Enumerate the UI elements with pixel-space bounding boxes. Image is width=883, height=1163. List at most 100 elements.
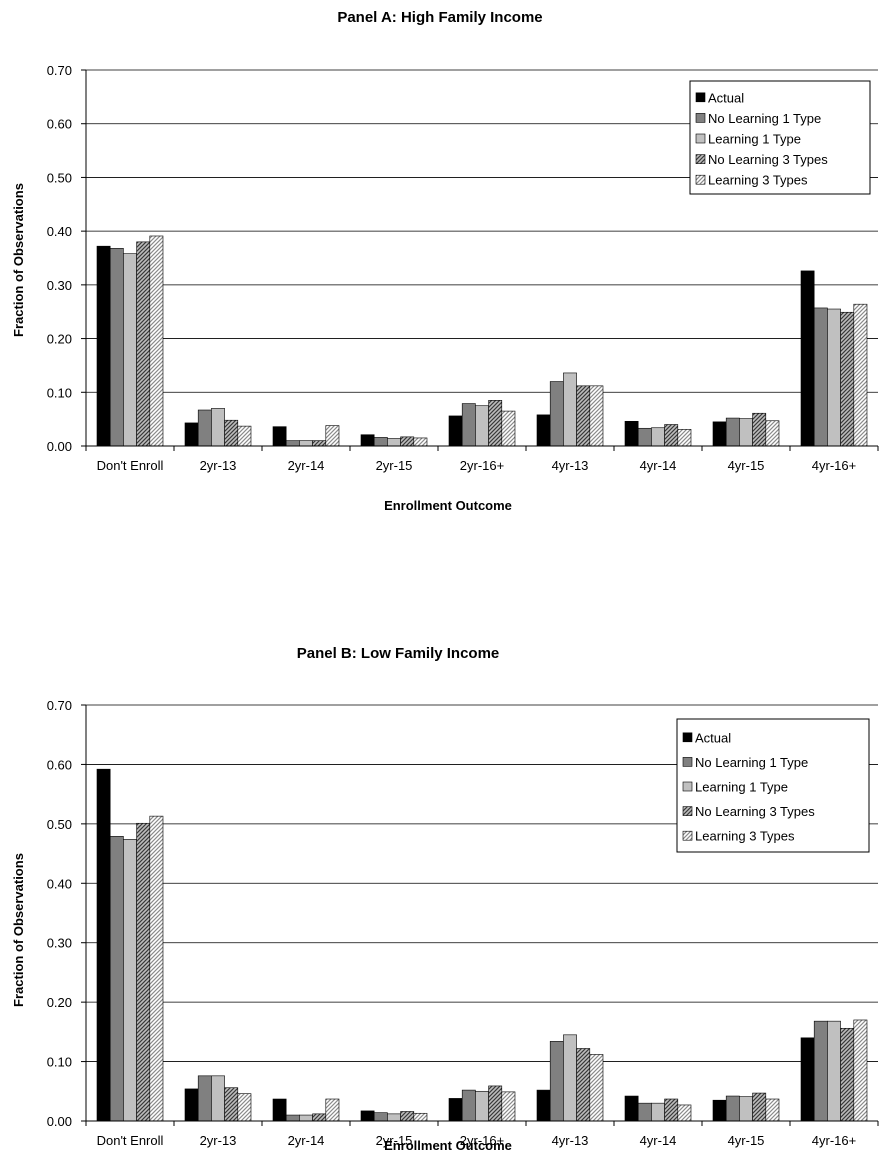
bar-actual-4yr-15 [712,1099,727,1122]
legend-swatch-no-learning-3-types [682,806,693,816]
legend-label-actual: Actual [708,90,744,105]
bar-no-learning-3-types-4yr-15 [752,412,767,447]
y-tick-label: 0.20 [47,332,72,347]
legend-box [676,718,870,853]
legend-swatch-actual [682,732,693,743]
y-tick-label: 0.40 [47,224,72,239]
bar-learning-3-types-2yr-16 [501,1091,516,1122]
legend-label-learning-1-type: Learning 1 Type [708,132,801,147]
bar-learning-1-type-2yr-13 [211,1075,225,1122]
y-tick-label: 0.00 [47,439,72,454]
x-tick-label: 2yr-14 [288,458,325,473]
legend-label-learning-3-types: Learning 3 Types [708,173,808,188]
bar-no-learning-3-types-4yr-13 [576,1048,591,1122]
bar-no-learning-3-types-4yr-15 [752,1092,767,1122]
bar-learning-3-types-don-t-enroll [149,815,164,1122]
bar-learning-3-types-2yr-13 [237,425,252,447]
bar-learning-3-types-2yr-13 [237,1093,252,1122]
panel-a-x-axis-title: Enrollment Outcome [384,498,512,513]
bar-actual-4yr-13 [536,414,551,447]
bar-no-learning-3-types-4yr-14 [664,1098,679,1122]
panel-b-chart: Panel B: Low Family Income 0.00 0.10 0.20 0… [0,630,883,1158]
bar-learning-3-types-4yr-15 [765,420,780,447]
x-tick-label: 2yr-14 [288,1133,325,1148]
x-tick-label: 4yr-16+ [812,458,856,473]
bar-no-learning-1-type-4yr-13 [549,1041,564,1122]
panel-b-title: Panel B: Low Family Income [297,645,500,662]
legend-swatch-no-learning-1-type [695,113,706,123]
x-tick-label: 4yr-14 [640,1133,677,1148]
bar-learning-3-types-4yr-13 [589,1054,604,1122]
legend-label-no-learning-1-type: No Learning 1 Type [695,755,808,770]
bar-learning-3-types-don-t-enroll [149,235,164,447]
bar-learning-1-type-2yr-16 [475,1090,489,1122]
bar-actual-2yr-16 [448,1098,463,1122]
panel-b-legend: Actual No Learning 1 Type Learning 1 Type N… [676,718,870,853]
panel-b-x-axis-title: Enrollment Outcome [384,1138,512,1153]
bar-learning-1-type-4yr-13 [563,372,577,447]
bar-no-learning-3-types-4yr-14 [664,424,679,447]
bar-no-learning-3-types-2yr-15 [400,436,415,447]
x-tick-label: 4yr-13 [552,1133,589,1148]
bar-no-learning-1-type-don-t-enroll [109,248,124,447]
bar-no-learning-3-types-4yr-13 [576,385,591,447]
bar-no-learning-3-types-2yr-14 [312,1113,327,1122]
y-tick-label: 0.70 [47,698,72,713]
bar-no-learning-3-types-4yr-16 [840,311,855,447]
bar-no-learning-3-types-2yr-16 [488,400,503,447]
bar-no-learning-1-type-2yr-13 [197,1075,212,1122]
y-tick-label: 0.70 [47,63,72,78]
bar-learning-1-type-don-t-enroll [123,839,137,1122]
y-tick-label: 0.10 [47,1055,72,1070]
panel-a-chart: Panel A: High Family Income 0.00 0.10 0.20… [0,0,883,560]
bar-no-learning-1-type-4yr-15 [725,417,740,447]
bar-no-learning-1-type-4yr-15 [725,1095,740,1122]
x-tick-label: 2yr-15 [376,458,413,473]
panel-b-plot-area: 0.00 0.10 0.20 0.30 0.40 0.50 0.60 0.70 Don't En… [47,698,879,1148]
bar-actual-4yr-14 [624,420,639,447]
x-tick-label: Don't Enroll [97,1133,164,1148]
bar-actual-4yr-16 [800,270,815,447]
bar-learning-3-types-4yr-15 [765,1098,780,1122]
panel-a-plot-area: 0.00 0.10 0.20 0.30 0.40 0.50 0.60 0.70 Don't En… [47,63,879,473]
panel-a-svg: Panel A: High Family Income 0.00 0.10 0.20… [11,9,879,513]
bar-learning-3-types-4yr-16 [853,1019,868,1122]
legend-swatch-learning-3-types [682,830,693,841]
legend-swatch-learning-3-types [695,174,706,185]
bar-learning-1-type-2yr-15 [387,438,401,447]
x-tick-label: 2yr-13 [200,1133,237,1148]
legend-label-no-learning-1-type: No Learning 1 Type [708,111,821,126]
bar-actual-4yr-13 [536,1089,551,1122]
bar-learning-3-types-2yr-14 [325,1098,340,1122]
y-tick-label: 0.30 [47,278,72,293]
bar-learning-1-type-4yr-13 [563,1034,577,1122]
bar-no-learning-1-type-4yr-14 [637,427,652,447]
bar-no-learning-1-type-2yr-15 [373,1112,388,1122]
bar-learning-3-types-4yr-13 [589,385,604,447]
legend-label-no-learning-3-types: No Learning 3 Types [708,152,828,167]
y-tick-label: 0.60 [47,117,72,132]
legend-label-no-learning-3-types: No Learning 3 Types [695,804,815,819]
bar-learning-3-types-4yr-16 [853,303,868,447]
bar-actual-2yr-14 [272,426,287,447]
panel-a-title: Panel A: High Family Income [337,9,542,26]
y-tick-label: 0.50 [47,170,72,185]
bar-learning-1-type-4yr-16 [827,308,841,447]
bar-actual-2yr-15 [360,434,375,447]
x-tick-label: Don't Enroll [97,458,164,473]
x-tick-label: 4yr-14 [640,458,677,473]
bar-learning-1-type-2yr-16 [475,405,489,447]
x-tick-label: 4yr-16+ [812,1133,856,1148]
bar-learning-1-type-4yr-14 [651,427,665,447]
bar-learning-3-types-2yr-15 [413,437,428,447]
bar-learning-1-type-4yr-14 [651,1102,665,1122]
bar-learning-1-type-2yr-13 [211,408,225,447]
bar-learning-1-type-2yr-14 [299,440,313,447]
legend-swatch-no-learning-1-type [682,757,693,767]
y-tick-label: 0.50 [47,817,72,832]
bar-learning-3-types-4yr-14 [677,1104,692,1122]
bar-learning-3-types-2yr-14 [325,425,340,447]
bar-actual-2yr-13 [184,1088,199,1122]
bar-learning-1-type-2yr-14 [299,1114,313,1122]
x-tick-label: 4yr-15 [728,1133,765,1148]
